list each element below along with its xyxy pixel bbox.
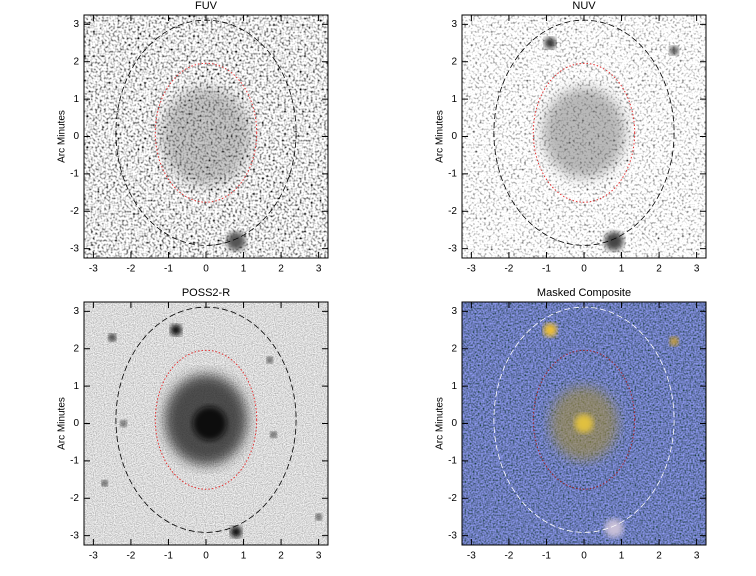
y-tick-label: 2 <box>73 56 79 67</box>
source <box>669 336 679 346</box>
panel-title: FUV <box>195 0 218 12</box>
image-features <box>115 19 297 251</box>
source <box>226 231 246 251</box>
x-tick-label: 1 <box>619 551 625 562</box>
x-tick-label: 2 <box>656 264 662 275</box>
x-tick-label: 3 <box>316 264 322 275</box>
y-tick-label: 0 <box>73 131 79 142</box>
y-tick-label: 1 <box>451 381 457 392</box>
source <box>101 480 108 487</box>
x-tick-label: 3 <box>316 551 322 562</box>
x-tick-label: -2 <box>504 551 513 562</box>
y-axis-label: Arc Minutes <box>57 110 68 163</box>
image-features <box>493 19 679 251</box>
source <box>120 420 127 427</box>
x-tick-label: -2 <box>126 264 135 275</box>
x-tick-label: 0 <box>203 551 209 562</box>
y-tick-label: 2 <box>451 343 457 354</box>
source <box>170 324 182 336</box>
y-tick-label: 2 <box>73 343 79 354</box>
x-tick-label: 2 <box>278 551 284 562</box>
x-tick-label: -1 <box>164 551 173 562</box>
y-tick-label: -2 <box>448 493 457 504</box>
y-tick-label: 0 <box>451 418 457 429</box>
inner-aperture <box>154 62 258 203</box>
y-tick-label: -2 <box>70 206 79 217</box>
y-tick-label: -1 <box>448 456 457 467</box>
source <box>542 87 626 179</box>
y-tick-label: 3 <box>451 306 457 317</box>
source <box>160 86 252 187</box>
x-tick-label: -2 <box>504 264 513 275</box>
y-tick-label: -3 <box>448 530 457 541</box>
y-tick-label: -3 <box>70 530 79 541</box>
source <box>604 231 624 251</box>
x-tick-label: -2 <box>126 551 135 562</box>
x-tick-label: -1 <box>164 264 173 275</box>
y-tick-label: -1 <box>70 169 79 180</box>
y-axis-label: Arc Minutes <box>435 110 446 163</box>
source <box>192 406 227 441</box>
x-tick-label: 2 <box>278 264 284 275</box>
y-tick-label: 0 <box>451 131 457 142</box>
x-tick-label: 0 <box>203 264 209 275</box>
source <box>574 414 594 433</box>
x-tick-label: 2 <box>656 551 662 562</box>
panel: FUV Arc Minutes -3 -2 -1 0 1 2 3 -3 -2 -1 0 1 2 3 <box>57 0 329 275</box>
x-tick-label: 1 <box>241 551 247 562</box>
inner-aperture <box>154 349 258 490</box>
y-tick-label: -1 <box>448 169 457 180</box>
x-tick-label: 0 <box>581 551 587 562</box>
y-tick-label: 2 <box>451 56 457 67</box>
image-features <box>101 306 322 538</box>
panel: NUV Arc Minutes -3 -2 -1 0 1 2 3 -3 -2 -1 0 1 2 3 <box>435 0 707 275</box>
source <box>270 431 277 438</box>
x-tick-label: -3 <box>467 551 476 562</box>
source <box>544 37 556 49</box>
source <box>266 356 273 363</box>
source <box>315 513 322 520</box>
y-tick-label: 0 <box>73 418 79 429</box>
x-tick-label: -1 <box>542 551 551 562</box>
panel-title: Masked Composite <box>537 287 631 299</box>
panel-title: POSS2-R <box>182 287 230 299</box>
y-tick-label: 1 <box>73 381 79 392</box>
y-tick-label: -2 <box>70 493 79 504</box>
x-tick-label: 1 <box>241 264 247 275</box>
y-tick-label: -2 <box>448 206 457 217</box>
inner-aperture <box>532 349 636 490</box>
x-tick-label: -1 <box>542 264 551 275</box>
y-axis-label: Arc Minutes <box>57 397 68 450</box>
y-tick-label: -3 <box>448 243 457 254</box>
source <box>108 333 116 342</box>
source <box>669 46 679 56</box>
y-tick-label: 1 <box>73 94 79 105</box>
x-tick-label: 1 <box>619 264 625 275</box>
image-features <box>493 306 679 538</box>
x-tick-label: -3 <box>467 264 476 275</box>
source <box>230 526 242 538</box>
x-tick-label: 3 <box>694 551 700 562</box>
x-tick-label: -3 <box>89 264 98 275</box>
y-axis-label: Arc Minutes <box>435 397 446 450</box>
x-tick-label: 3 <box>694 264 700 275</box>
y-tick-label: 3 <box>73 19 79 30</box>
x-tick-label: -3 <box>89 551 98 562</box>
source <box>604 518 624 538</box>
panel: Masked Composite Arc Minutes -3 -2 -1 0 1 2 3 -3 -… <box>435 287 707 562</box>
y-tick-label: 3 <box>451 19 457 30</box>
y-tick-label: 3 <box>73 306 79 317</box>
panel: POSS2-R Arc Minutes -3 -2 -1 0 1 2 3 -3 -2 -1 0 1 2 3 <box>57 287 329 562</box>
x-tick-label: 0 <box>581 264 587 275</box>
y-tick-label: -1 <box>70 456 79 467</box>
y-tick-label: 1 <box>451 94 457 105</box>
source <box>543 323 557 337</box>
y-tick-label: -3 <box>70 243 79 254</box>
inner-aperture <box>532 62 636 203</box>
panel-title: NUV <box>572 0 596 12</box>
